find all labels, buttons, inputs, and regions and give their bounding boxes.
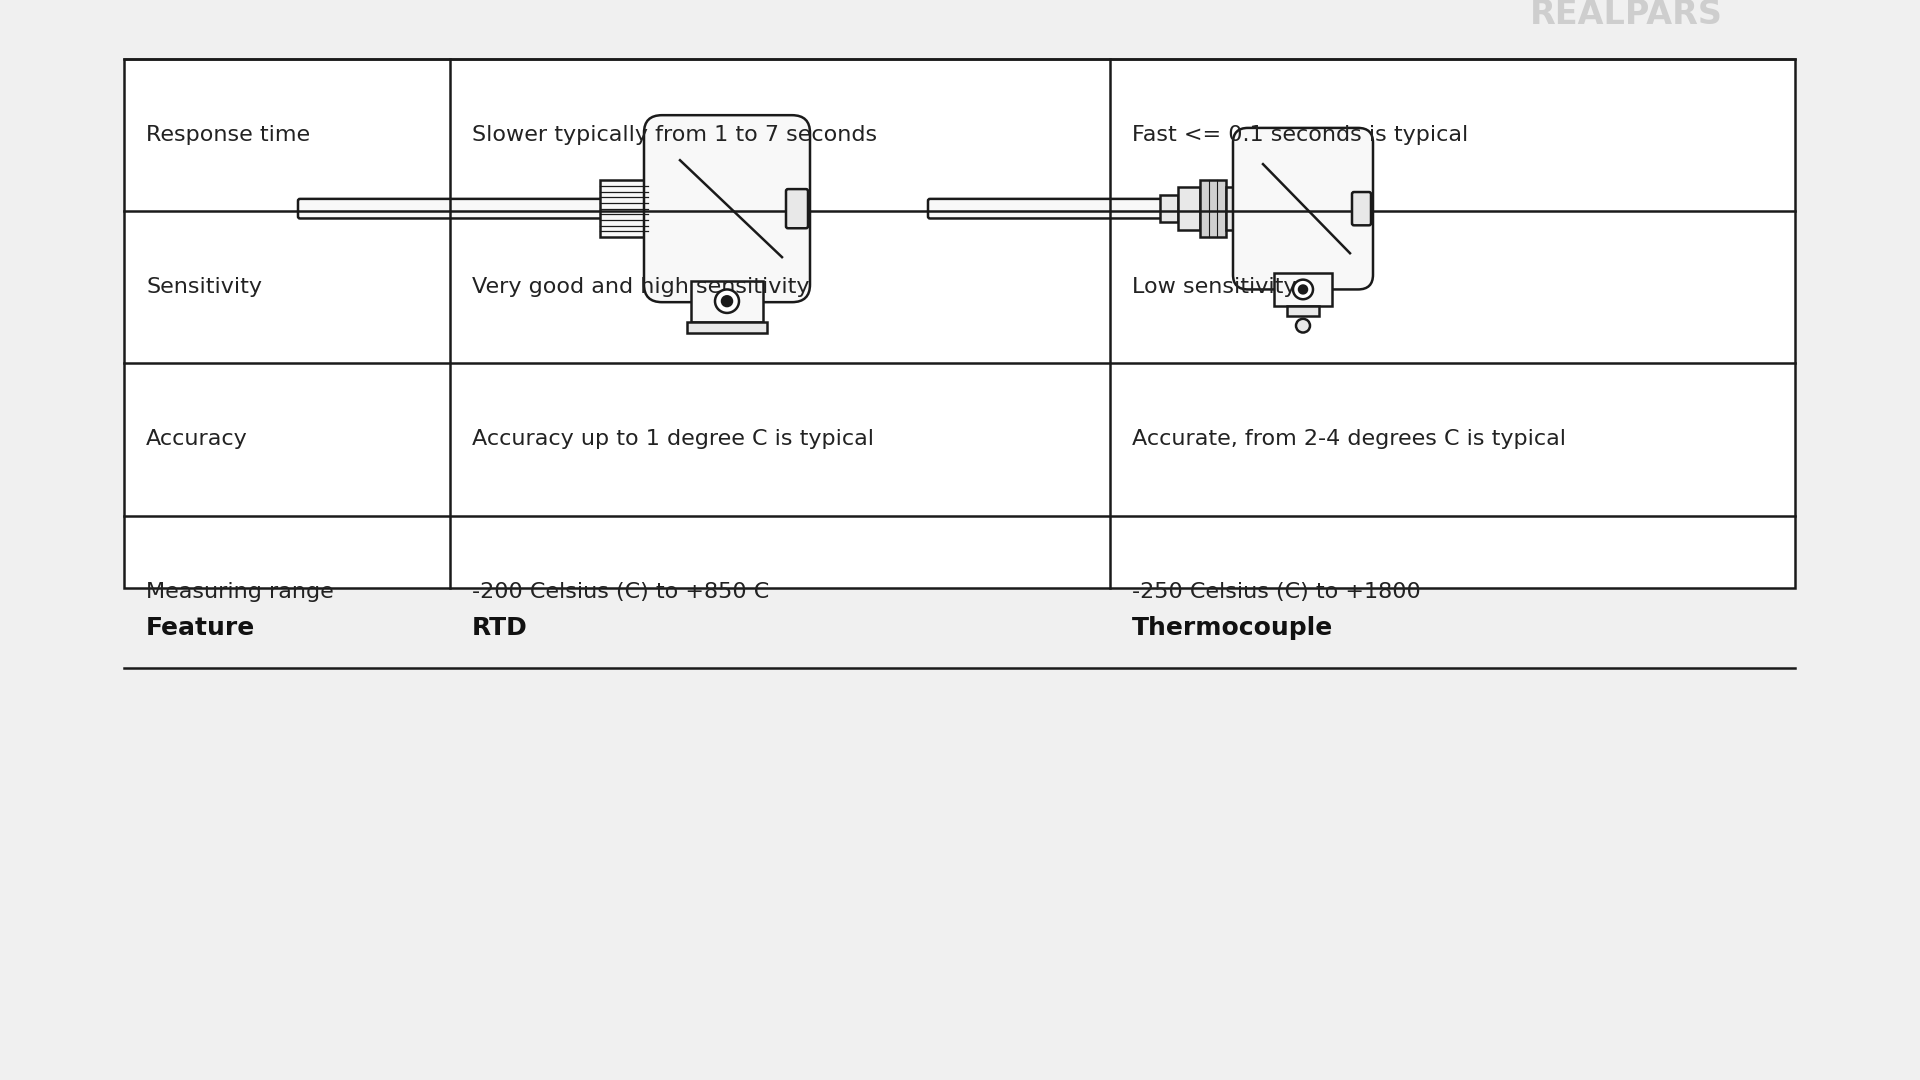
Circle shape xyxy=(1296,319,1309,333)
FancyBboxPatch shape xyxy=(1352,192,1371,226)
FancyBboxPatch shape xyxy=(1179,187,1200,230)
FancyBboxPatch shape xyxy=(1286,306,1319,315)
Circle shape xyxy=(1292,280,1313,299)
Text: Response time: Response time xyxy=(146,125,311,145)
Text: Accuracy up to 1 degree C is typical: Accuracy up to 1 degree C is typical xyxy=(472,430,874,449)
Text: Thermocouple: Thermocouple xyxy=(1133,616,1332,639)
FancyBboxPatch shape xyxy=(1233,127,1373,289)
FancyBboxPatch shape xyxy=(643,116,810,302)
FancyBboxPatch shape xyxy=(1200,180,1227,238)
FancyBboxPatch shape xyxy=(298,199,603,218)
Text: Sensitivity: Sensitivity xyxy=(146,278,261,297)
Text: Accuracy: Accuracy xyxy=(146,430,248,449)
Text: Low sensitivity: Low sensitivity xyxy=(1133,278,1296,297)
Circle shape xyxy=(1300,285,1308,294)
Text: RTD: RTD xyxy=(472,616,528,639)
FancyBboxPatch shape xyxy=(785,189,808,228)
Circle shape xyxy=(722,296,732,306)
FancyBboxPatch shape xyxy=(927,199,1162,218)
FancyBboxPatch shape xyxy=(1275,273,1332,306)
Text: Slower typically from 1 to 7 seconds: Slower typically from 1 to 7 seconds xyxy=(472,125,877,145)
Text: Measuring range: Measuring range xyxy=(146,582,334,602)
FancyBboxPatch shape xyxy=(599,180,649,238)
FancyBboxPatch shape xyxy=(687,322,766,334)
Circle shape xyxy=(714,289,739,313)
Text: REALPARS: REALPARS xyxy=(1530,0,1722,31)
Text: -250 Celsius (C) to +1800: -250 Celsius (C) to +1800 xyxy=(1133,582,1421,602)
Text: Very good and high sensitivity: Very good and high sensitivity xyxy=(472,278,810,297)
Text: Fast <= 0.1 seconds is typical: Fast <= 0.1 seconds is typical xyxy=(1133,125,1469,145)
Text: -200 Celsius (C) to +850 C: -200 Celsius (C) to +850 C xyxy=(472,582,770,602)
FancyBboxPatch shape xyxy=(1227,187,1248,230)
FancyBboxPatch shape xyxy=(649,175,662,242)
Text: Accurate, from 2-4 degrees C is typical: Accurate, from 2-4 degrees C is typical xyxy=(1133,430,1567,449)
FancyBboxPatch shape xyxy=(125,59,1795,588)
FancyBboxPatch shape xyxy=(1160,195,1179,222)
Text: Feature: Feature xyxy=(146,616,255,639)
FancyBboxPatch shape xyxy=(691,281,762,322)
